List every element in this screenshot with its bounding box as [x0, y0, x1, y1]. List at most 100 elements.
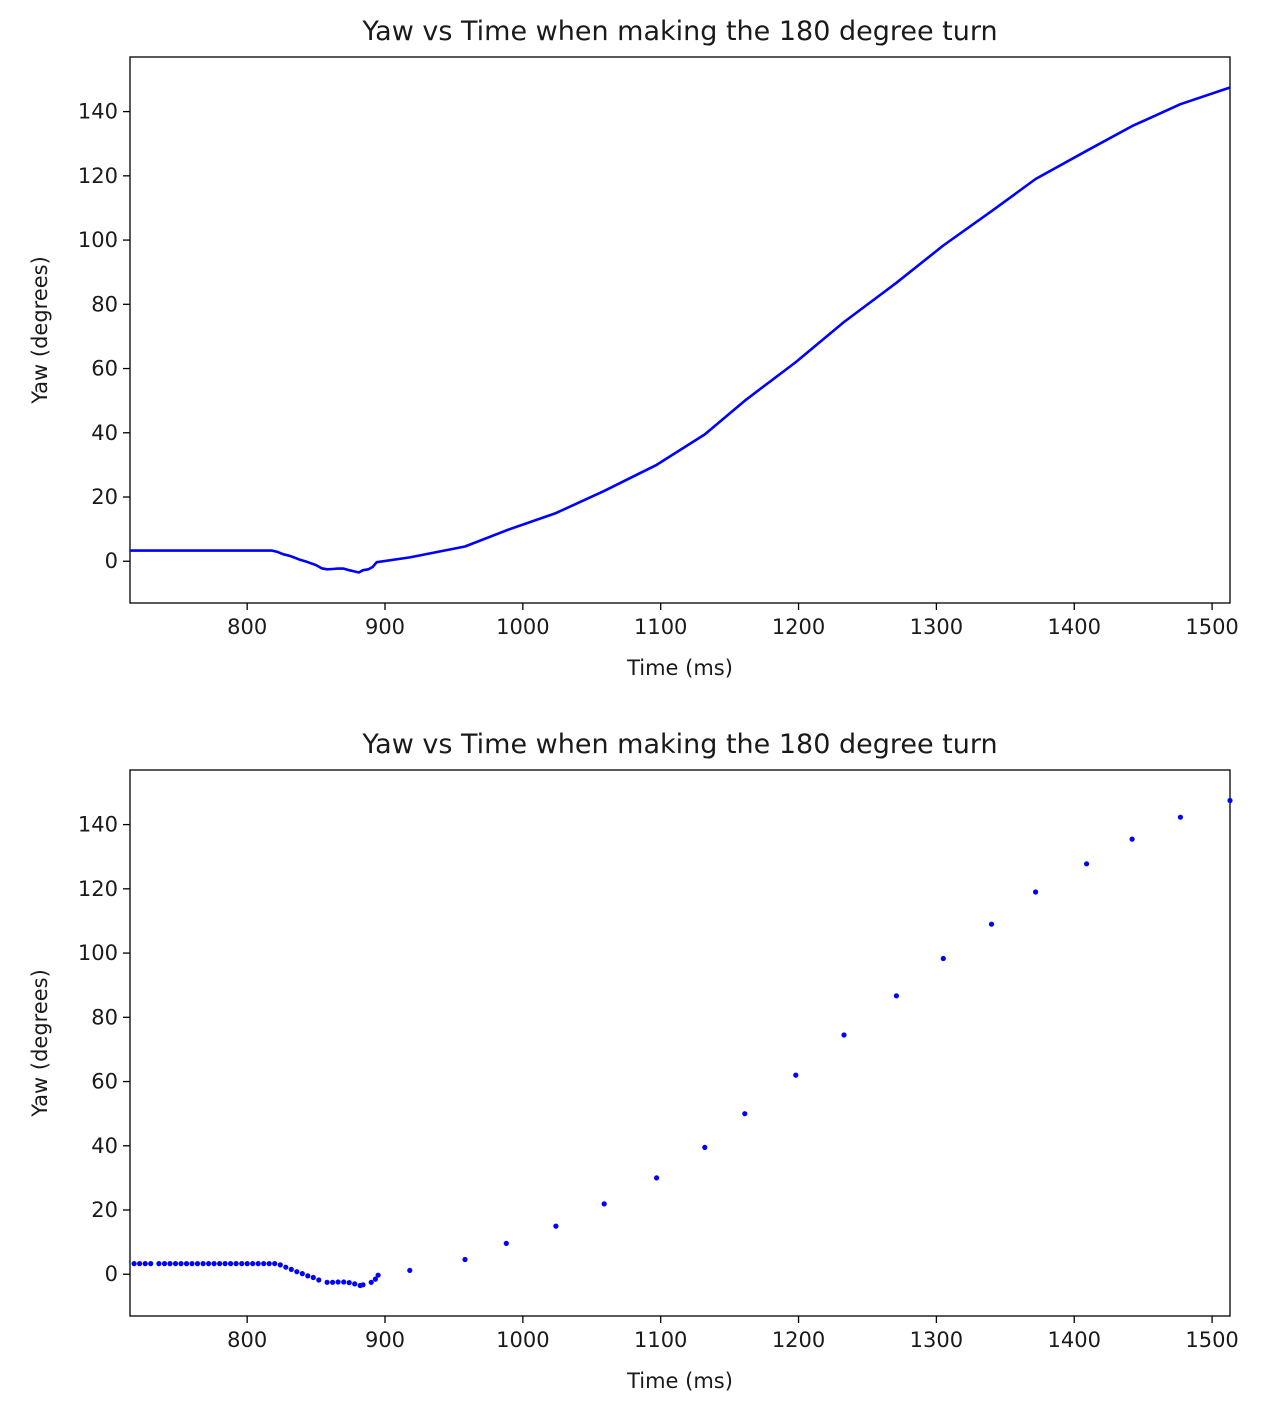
- x-tick-label: 900: [365, 1328, 405, 1352]
- yaw-series-line: [130, 86, 1231, 574]
- yaw-data-point: [161, 1261, 168, 1267]
- y-axis-label: Yaw (degrees): [28, 256, 52, 405]
- yaw-data-point: [194, 1261, 201, 1267]
- yaw-data-point: [167, 1261, 173, 1267]
- scatter-chart: Yaw vs Time when making the 180 degree t…: [28, 729, 1239, 1393]
- y-axis-label: Yaw (degrees): [28, 969, 52, 1118]
- y-tick-label: 40: [91, 1134, 118, 1158]
- x-axis-label: Time (ms): [626, 1369, 733, 1393]
- yaw-data-point: [206, 1261, 212, 1267]
- yaw-data-point: [330, 1279, 336, 1285]
- yaw-data-point: [324, 1279, 330, 1285]
- yaw-data-point: [250, 1261, 256, 1267]
- yaw-data-point: [346, 1280, 352, 1286]
- yaw-data-point: [1177, 814, 1183, 820]
- yaw-data-point: [148, 1261, 154, 1267]
- yaw-data-point: [407, 1267, 413, 1273]
- yaw-data-point: [793, 1072, 799, 1078]
- yaw-data-point: [305, 1273, 311, 1279]
- x-tick-label: 1000: [496, 615, 549, 639]
- x-tick-label: 1400: [1048, 1328, 1101, 1352]
- yaw-data-point: [553, 1223, 559, 1229]
- yaw-data-point: [131, 1261, 137, 1267]
- yaw-data-point: [283, 1264, 289, 1270]
- yaw-data-point: [503, 1240, 509, 1246]
- yaw-data-point: [217, 1261, 223, 1267]
- yaw-data-point: [272, 1261, 278, 1267]
- x-tick-label: 1300: [910, 1328, 963, 1352]
- y-axis: 0 20 40 60 80 100 120 140: [78, 100, 130, 573]
- yaw-data-point: [360, 1282, 366, 1288]
- series-layer: [130, 86, 1231, 574]
- x-axis: 800 900 1000 1100 1200 1300 1400 1500: [227, 603, 1239, 639]
- yaw-data-point: [742, 1111, 748, 1117]
- yaw-data-point: [288, 1266, 294, 1272]
- yaw-data-point: [183, 1261, 190, 1267]
- yaw-data-point: [654, 1175, 660, 1181]
- yaw-data-point: [368, 1279, 374, 1285]
- yaw-data-point: [988, 921, 995, 927]
- x-tick-label: 1200: [772, 615, 825, 639]
- yaw-data-point: [310, 1274, 316, 1281]
- y-tick-label: 40: [91, 421, 118, 445]
- x-tick-label: 800: [227, 1328, 267, 1352]
- plot-frame: [129, 56, 1231, 604]
- yaw-data-point: [277, 1262, 283, 1268]
- yaw-data-point: [178, 1261, 184, 1267]
- yaw-data-point: [893, 993, 900, 999]
- x-axis-label: Time (ms): [626, 656, 733, 680]
- y-tick-label: 140: [78, 100, 118, 124]
- yaw-data-point: [601, 1201, 607, 1207]
- x-tick-label: 1000: [496, 1328, 549, 1352]
- series-layer: [131, 797, 1233, 1289]
- y-tick-label: 0: [105, 1262, 118, 1286]
- yaw-data-point: [255, 1261, 261, 1267]
- x-tick-label: 900: [365, 615, 405, 639]
- yaw-data-point: [702, 1144, 708, 1150]
- x-tick-label: 1100: [634, 615, 687, 639]
- yaw-data-point: [299, 1271, 305, 1277]
- x-axis: 800 900 1000 1100 1200 1300 1400 1500: [227, 1316, 1239, 1352]
- plot-frame: [129, 769, 1231, 1317]
- y-tick-label: 100: [78, 941, 118, 965]
- x-tick-label: 1100: [634, 1328, 687, 1352]
- y-tick-label: 140: [78, 813, 118, 837]
- yaw-data-point: [375, 1272, 381, 1278]
- yaw-data-point: [1084, 861, 1090, 867]
- yaw-data-point: [1227, 797, 1233, 804]
- line-chart: Yaw vs Time when making the 180 degree t…: [28, 16, 1239, 680]
- yaw-data-point: [172, 1261, 179, 1267]
- y-tick-label: 20: [91, 485, 118, 509]
- x-tick-label: 800: [227, 615, 267, 639]
- yaw-data-point: [211, 1261, 217, 1267]
- yaw-data-point: [341, 1279, 347, 1285]
- x-tick-label: 1300: [910, 615, 963, 639]
- yaw-data-point: [841, 1032, 847, 1038]
- x-tick-label: 1500: [1185, 1328, 1238, 1352]
- x-tick-label: 1400: [1048, 615, 1101, 639]
- y-tick-label: 100: [78, 228, 118, 252]
- yaw-data-point: [137, 1261, 143, 1267]
- yaw-data-point: [1033, 889, 1039, 895]
- yaw-data-point: [222, 1261, 228, 1267]
- chart-title: Yaw vs Time when making the 180 degree t…: [361, 16, 997, 47]
- yaw-data-point: [239, 1261, 245, 1267]
- yaw-data-point: [261, 1261, 267, 1267]
- yaw-data-point: [372, 1276, 378, 1282]
- y-tick-label: 60: [91, 357, 118, 381]
- yaw-data-point: [228, 1261, 234, 1267]
- yaw-data-point: [156, 1261, 162, 1267]
- yaw-data-point: [142, 1261, 148, 1267]
- y-tick-label: 20: [91, 1198, 118, 1222]
- yaw-data-point: [352, 1281, 358, 1287]
- yaw-data-point: [940, 955, 946, 962]
- y-tick-label: 60: [91, 1070, 118, 1094]
- yaw-data-point: [462, 1256, 468, 1263]
- yaw-data-point: [266, 1261, 272, 1267]
- x-tick-label: 1200: [772, 1328, 825, 1352]
- yaw-data-point: [316, 1277, 322, 1283]
- yaw-data-point: [335, 1279, 341, 1285]
- yaw-data-point: [1129, 836, 1135, 842]
- y-axis: 0 20 40 60 80 100 120 140: [78, 813, 130, 1286]
